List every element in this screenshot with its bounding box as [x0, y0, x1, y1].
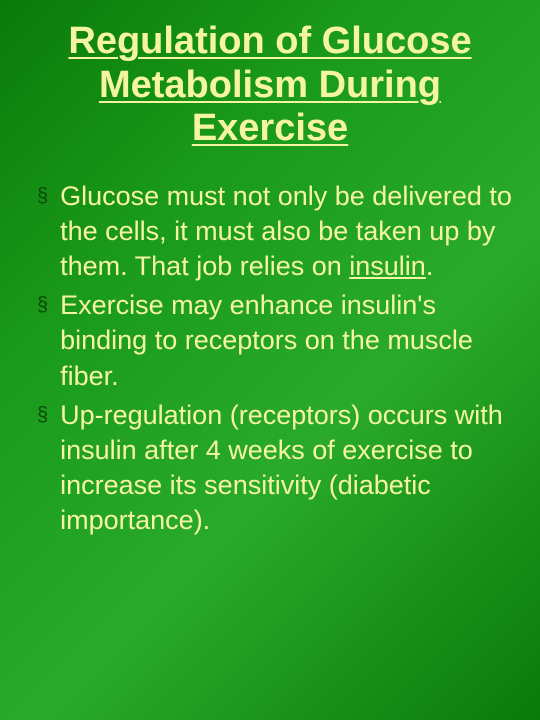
- bullet-text-pre: Up-regulation (receptors) occurs with in…: [60, 400, 503, 535]
- list-item: § Glucose must not only be delivered to …: [37, 179, 515, 284]
- list-item: § Exercise may enhance insulin's binding…: [37, 288, 515, 393]
- bullet-text-0: Glucose must not only be delivered to th…: [60, 179, 515, 284]
- bullet-text-1: Exercise may enhance insulin's binding t…: [60, 288, 515, 393]
- bullet-text-pre: Glucose must not only be delivered to th…: [60, 181, 512, 281]
- bullet-icon: §: [37, 404, 48, 427]
- list-item: § Up-regulation (receptors) occurs with …: [37, 398, 515, 538]
- slide-title: Regulation of Glucose Metabolism During …: [25, 20, 515, 151]
- bullet-icon: §: [37, 294, 48, 317]
- bullet-text-pre: Exercise may enhance insulin's binding t…: [60, 290, 473, 390]
- bullet-icon: §: [37, 185, 48, 208]
- bullet-text-post: .: [426, 251, 434, 281]
- bullet-text-underlined: insulin: [349, 251, 426, 281]
- bullet-list: § Glucose must not only be delivered to …: [25, 179, 515, 538]
- bullet-text-2: Up-regulation (receptors) occurs with in…: [60, 398, 515, 538]
